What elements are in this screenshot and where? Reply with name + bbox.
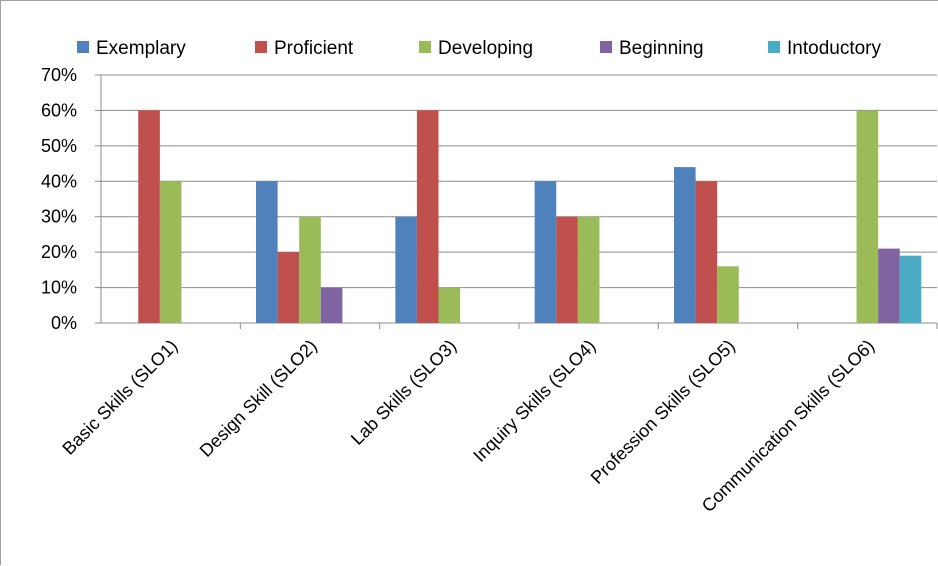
bar-proficient-2 [277, 252, 300, 323]
bar-exemplary-3 [395, 216, 417, 323]
y-tick-label: 50% [41, 136, 77, 156]
x-category-label: Inquiry Skills (SLO4) [469, 336, 599, 466]
y-tick-label: 40% [41, 171, 77, 191]
y-tick-label: 0% [51, 313, 77, 333]
legend-label: Developing [438, 38, 533, 59]
bar-proficient-4 [556, 216, 578, 323]
legend-item-exemplary: Exemplary [77, 38, 186, 59]
bar-developing-4 [577, 216, 600, 323]
legend-item-intoductory: Intoductory [768, 38, 881, 59]
axes [95, 74, 938, 329]
y-tick-label: 20% [41, 242, 77, 262]
bar-beginning-6 [878, 248, 900, 323]
bar-beginning-2 [320, 287, 343, 323]
bar-developing-2 [299, 216, 321, 323]
x-category-label: Lab Skills (SLO3) [347, 336, 460, 449]
gridlines [101, 74, 937, 289]
x-category-label: Profession Skills (SLO5) [587, 336, 739, 488]
x-category-label: Design Skill (SLO2) [196, 336, 321, 461]
legend-label: Intoductory [787, 38, 881, 59]
legend-label: Beginning [619, 38, 704, 59]
legend-swatch [768, 41, 780, 53]
y-tick-label: 60% [41, 100, 77, 120]
legend-swatch [600, 41, 612, 53]
bar-developing-6 [856, 110, 879, 323]
y-tick-label: 10% [41, 278, 77, 298]
legend-swatch [419, 41, 431, 53]
bar-developing-5 [717, 266, 739, 323]
legend-swatch [255, 41, 267, 53]
bar-exemplary-4 [534, 181, 557, 323]
legend-label: Exemplary [96, 38, 186, 59]
bar-proficient-5 [695, 181, 718, 323]
legend-item-beginning: Beginning [600, 38, 704, 59]
bar-developing-3 [438, 287, 461, 323]
legend-swatch [77, 41, 89, 53]
x-category-label: Basic Skills (SLO1) [58, 336, 181, 459]
bar-exemplary-5 [674, 167, 696, 323]
x-axis-category-labels: Basic Skills (SLO1) Design Skill (SLO2) La… [58, 336, 878, 516]
bar-developing-1 [159, 181, 182, 323]
bar-exemplary-2 [256, 181, 278, 323]
bars [138, 110, 922, 323]
y-tick-label: 30% [41, 207, 77, 227]
bar-intoductory-6 [899, 255, 922, 323]
legend-label: Proficient [274, 38, 354, 59]
y-tick-label: 70% [41, 65, 77, 85]
legend-item-developing: Developing [419, 38, 533, 59]
bar-proficient-1 [138, 110, 160, 323]
bar-proficient-3 [416, 110, 439, 323]
legend: Exemplary Proficient Developing Beginning In… [77, 38, 881, 59]
y-axis-tick-labels: 0% 10% 20% 30% 40% 50% 60% 70% [41, 65, 77, 333]
legend-item-proficient: Proficient [255, 38, 354, 59]
